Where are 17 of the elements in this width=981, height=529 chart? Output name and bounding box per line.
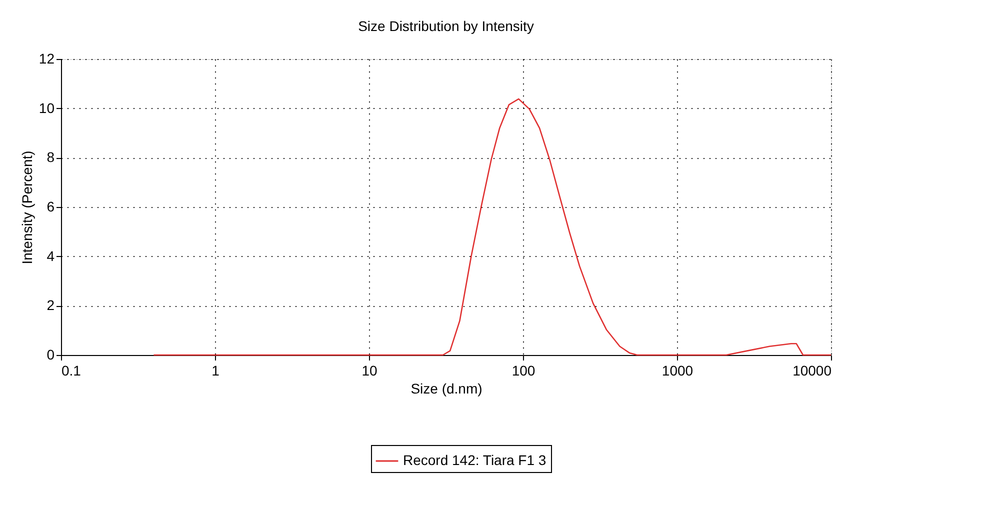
x-axis-title: Size (d.nm)	[410, 380, 482, 396]
x-tick-label: 1	[212, 362, 220, 378]
y-tick-label: 6	[46, 198, 55, 214]
y-tick-label: 12	[38, 50, 55, 66]
x-tick-label: 0.1	[62, 362, 82, 378]
x-tick-label: 1000	[662, 362, 694, 378]
legend-label: Record 142: Tiara F1 3	[403, 452, 546, 468]
x-tick-label: 10000	[792, 362, 832, 378]
y-tick-label: 10	[38, 100, 55, 116]
x-tick-label: 10	[362, 362, 378, 378]
y-tick-label: 2	[46, 297, 55, 314]
y-tick-label: 0	[46, 346, 55, 362]
y-tick-label: 8	[46, 149, 55, 166]
y-axis-title: Intensity (Percent)	[18, 150, 35, 264]
x-tick-label: 100	[512, 362, 536, 378]
y-tick-label: 4	[46, 248, 55, 264]
chart-title: Size Distribution by Intensity	[358, 18, 534, 34]
